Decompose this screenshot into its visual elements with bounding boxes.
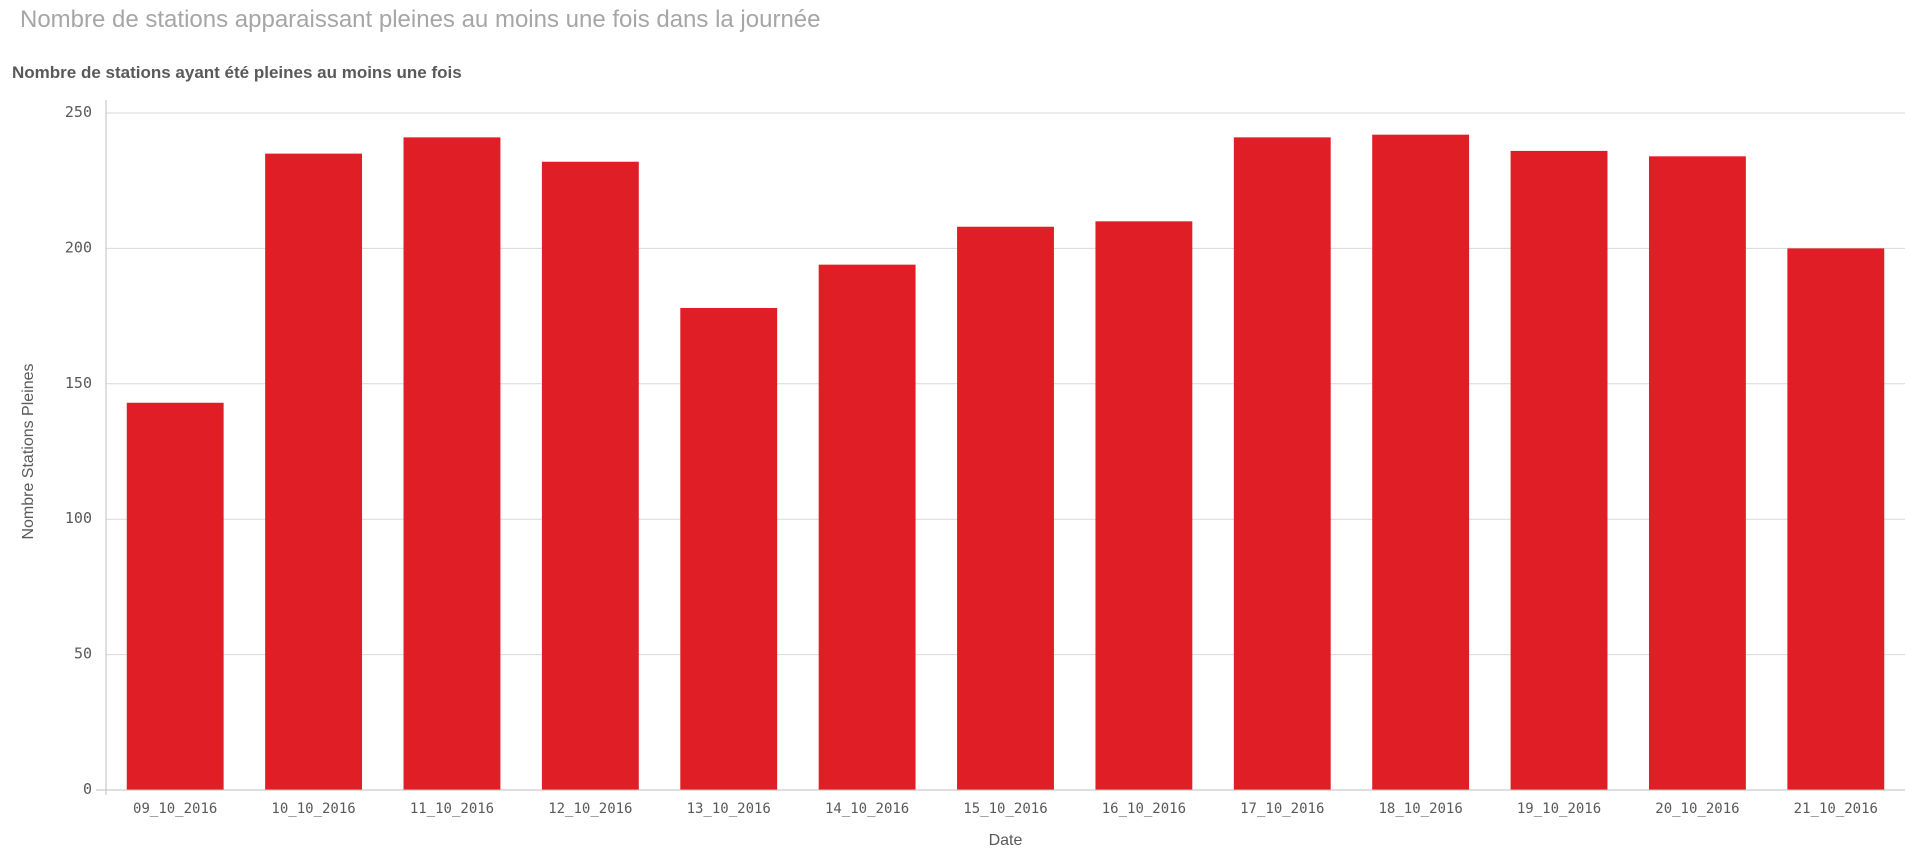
bar <box>1372 134 1470 790</box>
x-tick-label: 10_10_2016 <box>271 801 355 817</box>
y-tick-label: 200 <box>65 238 92 256</box>
x-axis-label: Date <box>989 832 1023 849</box>
x-axis-ticks: 09_10_2016 10_10_2016 11_10_2016 12_10_2016… <box>133 801 1878 817</box>
x-tick-label: 21_10_2016 <box>1794 801 1878 817</box>
x-tick-label: 13_10_2016 <box>687 801 771 817</box>
x-tick-label: 18_10_2016 <box>1379 801 1463 817</box>
y-axis-label: Nombre Stations Pleines <box>20 363 37 539</box>
bar <box>1510 150 1608 791</box>
bar <box>1787 248 1885 790</box>
bar <box>403 137 501 790</box>
bar <box>957 226 1054 791</box>
bar <box>541 161 639 790</box>
bar <box>818 264 916 790</box>
x-tick-label: 14_10_2016 <box>825 801 909 817</box>
x-tick-label: 17_10_2016 <box>1240 801 1324 817</box>
y-tick-label: 250 <box>65 103 92 121</box>
x-tick-label: 19_10_2016 <box>1517 801 1601 817</box>
x-tick-label: 09_10_2016 <box>133 801 217 817</box>
bar <box>1233 137 1331 790</box>
x-tick-label: 12_10_2016 <box>548 801 632 817</box>
bar <box>680 307 778 790</box>
bar <box>1095 221 1193 790</box>
y-axis-ticks: 0 50 100 150 200 250 <box>65 103 92 798</box>
x-tick-label: 20_10_2016 <box>1655 801 1739 817</box>
bar <box>1648 156 1746 790</box>
page-title: Nombre de stations apparaissant pleines … <box>20 6 821 33</box>
bars <box>126 134 1885 791</box>
chart-title: Nombre de stations ayant été pleines au … <box>12 63 462 82</box>
y-tick-label: 0 <box>83 780 92 798</box>
x-tick-label: 16_10_2016 <box>1102 801 1186 817</box>
y-tick-label: 50 <box>74 645 92 663</box>
y-tick-label: 100 <box>65 509 92 527</box>
x-tick-label: 11_10_2016 <box>410 801 494 817</box>
bar <box>265 153 363 790</box>
y-tick-label: 150 <box>65 374 92 392</box>
bar <box>126 402 224 790</box>
x-tick-label: 15_10_2016 <box>963 801 1047 817</box>
